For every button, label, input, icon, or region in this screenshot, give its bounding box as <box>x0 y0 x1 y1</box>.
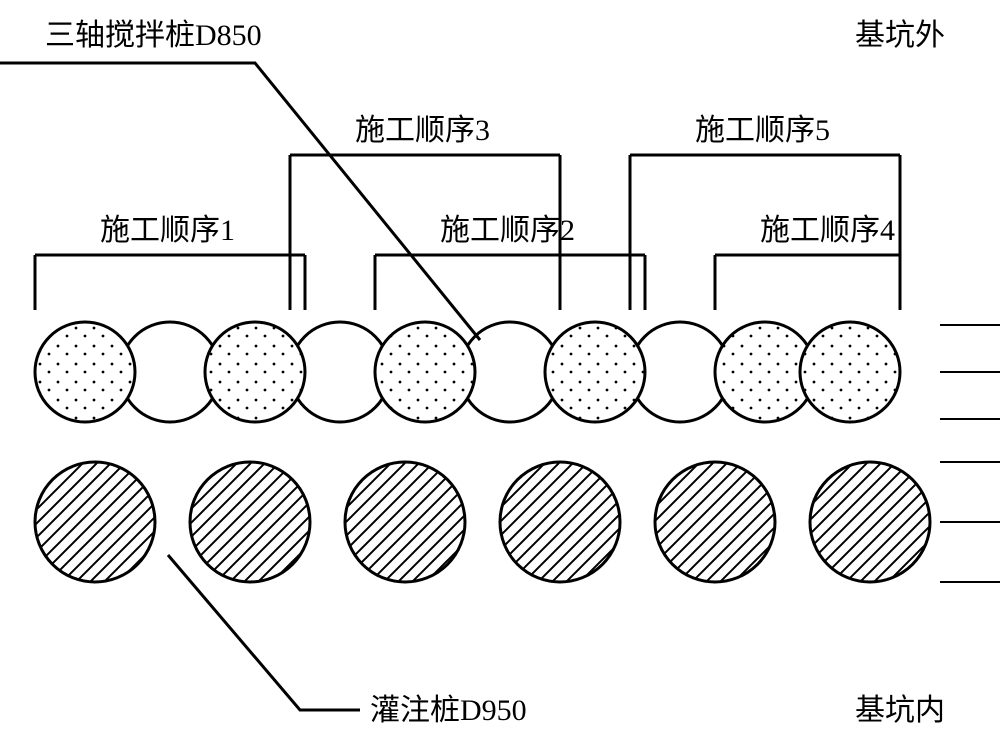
label-sequence-1: 施工顺序1 <box>100 214 235 247</box>
label-pit-inside: 基坑内 <box>855 694 945 727</box>
bored-pile <box>35 462 155 582</box>
mixing-pile-dotted <box>545 322 645 422</box>
label-sequence-4: 施工顺序4 <box>760 214 895 247</box>
diagram-canvas: 三轴搅拌桩D850 基坑外 灌注桩D950 基坑内 施工顺序1 施工顺序2 施工… <box>0 0 1002 753</box>
mixing-pile-row <box>35 322 900 422</box>
mixing-pile-dotted <box>205 322 305 422</box>
bored-pile <box>810 462 930 582</box>
mixing-pile-dotted <box>375 322 475 422</box>
label-sequence-2: 施工顺序2 <box>440 214 575 247</box>
bored-pile <box>345 462 465 582</box>
mixing-pile-dotted <box>35 322 135 422</box>
bored-pile <box>190 462 310 582</box>
bored-pile <box>500 462 620 582</box>
label-mixing-pile: 三轴搅拌桩D850 <box>45 19 262 52</box>
bored-pile-row <box>35 462 930 582</box>
label-pit-outside: 基坑外 <box>855 19 945 52</box>
label-sequence-5: 施工顺序5 <box>695 114 830 147</box>
right-tick-marks <box>940 325 1000 582</box>
bored-pile <box>655 462 775 582</box>
mixing-pile-dotted <box>800 322 900 422</box>
label-bored-pile: 灌注桩D950 <box>370 694 527 727</box>
label-sequence-3: 施工顺序3 <box>355 114 490 147</box>
